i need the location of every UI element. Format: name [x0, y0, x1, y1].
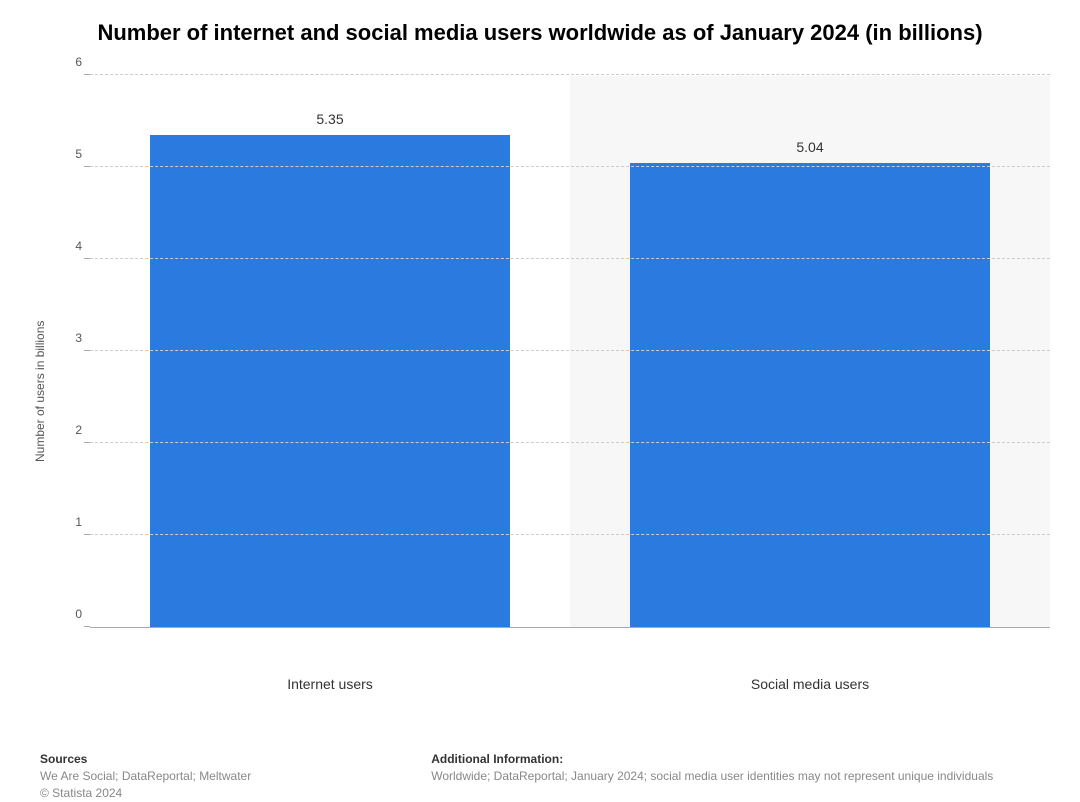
- chart-title: Number of internet and social media user…: [30, 20, 1050, 46]
- gridline: [90, 258, 1050, 259]
- bar: 5.04: [630, 163, 990, 627]
- y-axis-ticks: 0123456: [50, 76, 90, 628]
- bars-container: 5.35 5.04: [90, 76, 1050, 627]
- gridline: [90, 350, 1050, 351]
- y-axis-label: Number of users in billions: [30, 76, 50, 666]
- y-tick-mark: [84, 626, 90, 627]
- gridline: [90, 534, 1050, 535]
- bar-value-label: 5.04: [796, 139, 823, 155]
- chart-footer: Sources We Are Social; DataReportal; Mel…: [40, 752, 1050, 802]
- x-axis-labels: Internet usersSocial media users: [90, 666, 1050, 692]
- y-tick-label: 4: [75, 239, 82, 253]
- x-axis-label: Internet users: [90, 666, 570, 692]
- y-tick-label: 6: [75, 55, 82, 69]
- info-text: Worldwide; DataReportal; January 2024; s…: [431, 768, 993, 785]
- gridline: [90, 74, 1050, 75]
- y-tick-label: 5: [75, 147, 82, 161]
- bar-slot: 5.35: [90, 76, 570, 627]
- chart-wrapper: Number of users in billions 0123456 5.35…: [30, 76, 1050, 666]
- info-heading: Additional Information:: [431, 752, 993, 766]
- plot-area: 5.35 5.04: [90, 76, 1050, 628]
- gridline: [90, 442, 1050, 443]
- bar-slot: 5.04: [570, 76, 1050, 627]
- bar: 5.35: [150, 135, 510, 627]
- sources-line1: We Are Social; DataReportal; Meltwater: [40, 768, 251, 785]
- y-tick-label: 2: [75, 423, 82, 437]
- y-tick-label: 3: [75, 331, 82, 345]
- gridline: [90, 166, 1050, 167]
- y-tick-label: 1: [75, 515, 82, 529]
- sources-heading: Sources: [40, 752, 251, 766]
- info-block: Additional Information: Worldwide; DataR…: [431, 752, 993, 802]
- sources-line2: © Statista 2024: [40, 785, 251, 802]
- x-axis-label: Social media users: [570, 666, 1050, 692]
- sources-block: Sources We Are Social; DataReportal; Mel…: [40, 752, 251, 802]
- bar-value-label: 5.35: [316, 111, 343, 127]
- y-tick-label: 0: [75, 607, 82, 621]
